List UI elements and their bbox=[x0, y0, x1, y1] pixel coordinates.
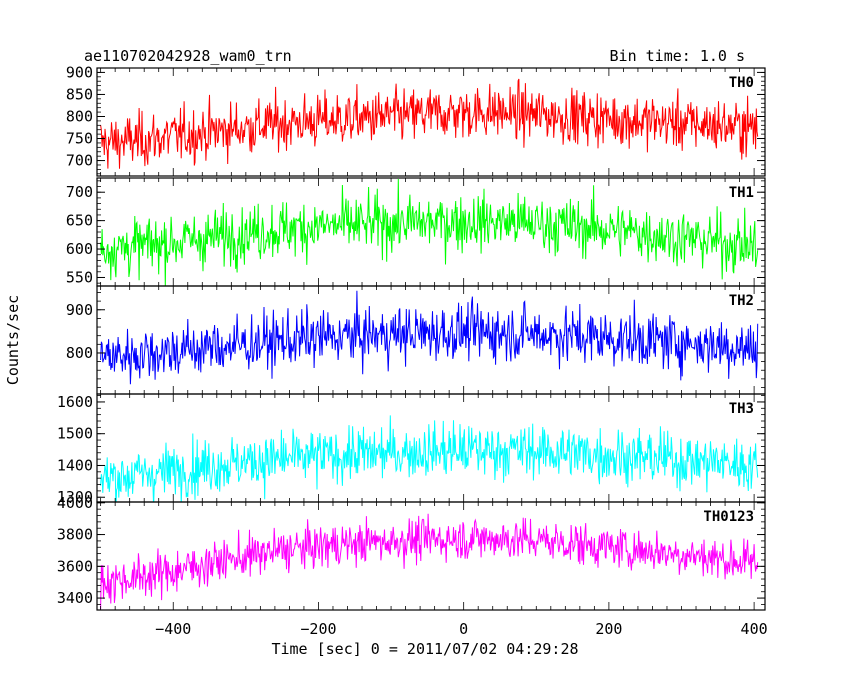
x-tick-label: −200 bbox=[300, 620, 336, 638]
y-tick-label: 700 bbox=[66, 183, 93, 201]
x-axis: −400 −200 0 200 400 bbox=[155, 620, 767, 638]
panel-label-th1: TH1 bbox=[729, 185, 754, 201]
panel-th3: 1300 1400 1500 1600 TH3 bbox=[57, 393, 766, 506]
y-tick-label: 700 bbox=[66, 152, 93, 170]
series-line-th2 bbox=[100, 290, 759, 385]
y-tick-label: 650 bbox=[66, 212, 93, 230]
y-tick-label: 3400 bbox=[57, 589, 93, 607]
y-tick-label: 900 bbox=[66, 63, 93, 81]
x-tick-label: 0 bbox=[459, 620, 468, 638]
panel-frame bbox=[96, 501, 766, 611]
y-tick-label: 800 bbox=[66, 344, 93, 362]
chart-title: ae110702042928_wam0_trn bbox=[84, 47, 292, 65]
panel-th0123: 3400 3600 3800 4000 TH0123 bbox=[57, 494, 766, 611]
x-tick-label: −400 bbox=[155, 620, 191, 638]
panel-frame bbox=[96, 67, 766, 177]
series-line-th3 bbox=[100, 415, 759, 502]
series-line-th0 bbox=[100, 78, 759, 169]
y-tick-label: 1500 bbox=[57, 425, 93, 443]
y-tick-label: 3600 bbox=[57, 557, 93, 575]
y-tick-label: 800 bbox=[66, 107, 93, 125]
panel-label-th3: TH3 bbox=[729, 401, 754, 417]
panel-th0: 700 750 800 850 900 TH0 bbox=[66, 63, 766, 177]
panel-label-th0: TH0 bbox=[729, 75, 754, 91]
y-tick-label: 4000 bbox=[57, 494, 93, 512]
series-line-th1 bbox=[100, 178, 759, 286]
x-tick-label: 200 bbox=[595, 620, 622, 638]
y-tick-label: 900 bbox=[66, 301, 93, 319]
y-tick-label: 1600 bbox=[57, 393, 93, 411]
panel-th1: 550 600 650 700 TH1 bbox=[66, 177, 766, 287]
y-tick-label: 850 bbox=[66, 85, 93, 103]
panel-label-th0123: TH0123 bbox=[703, 509, 754, 525]
y-tick-label: 1300 bbox=[57, 488, 93, 506]
panel-frame bbox=[96, 177, 766, 287]
y-tick-label: 1400 bbox=[57, 456, 93, 474]
bin-time-label: Bin time: 1.0 s bbox=[610, 47, 745, 65]
series-line-th0123 bbox=[100, 513, 759, 610]
y-tick-label: 600 bbox=[66, 240, 93, 258]
panel-th2: 800 900 TH2 bbox=[66, 285, 766, 395]
y-tick-label: 3800 bbox=[57, 526, 93, 544]
x-axis-title: Time [sec] 0 = 2011/07/02 04:29:28 bbox=[271, 640, 578, 658]
panel-label-th2: TH2 bbox=[729, 293, 754, 309]
x-tick-label: 400 bbox=[741, 620, 768, 638]
panels-group: 700 750 800 850 900 TH0 550 600 650 700 TH1 800 900 T… bbox=[57, 63, 766, 611]
y-tick-label: 750 bbox=[66, 130, 93, 148]
y-tick-label: 550 bbox=[66, 268, 93, 286]
y-axis-title: Counts/sec bbox=[4, 295, 22, 385]
